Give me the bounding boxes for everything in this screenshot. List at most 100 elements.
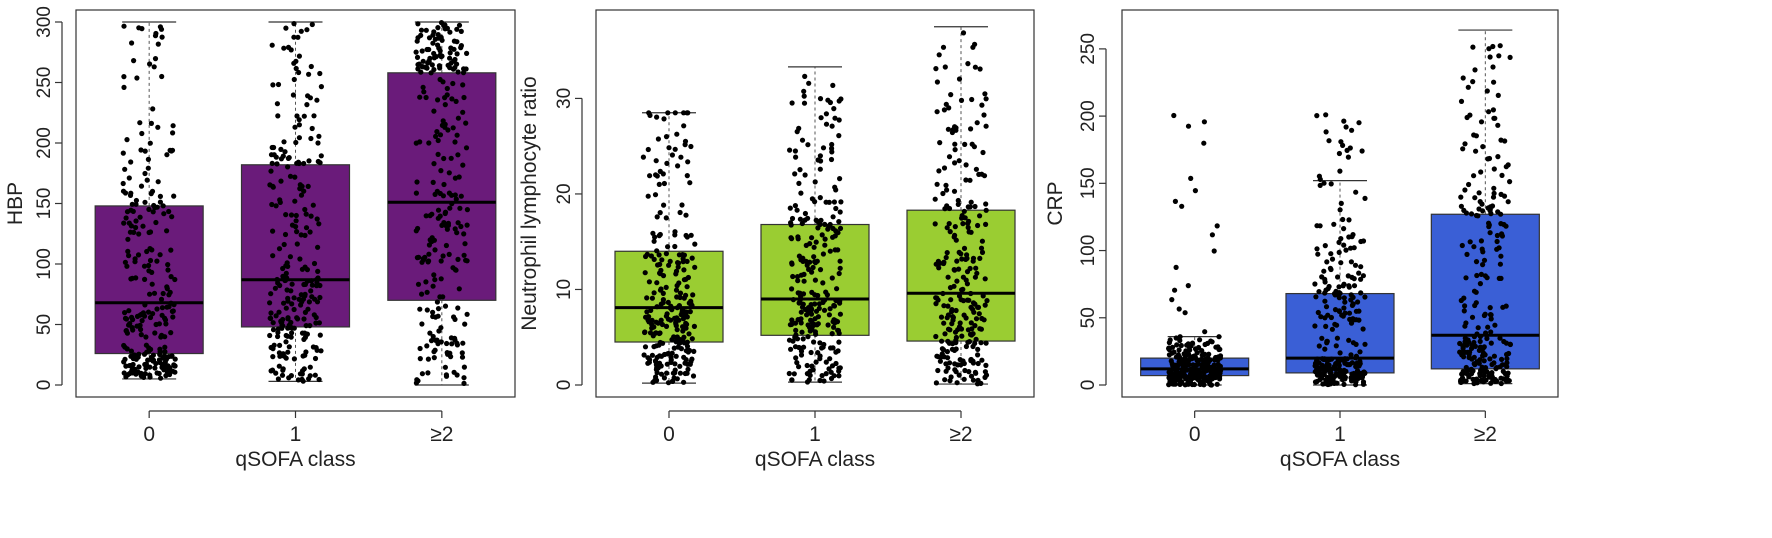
data-point: [789, 317, 795, 323]
data-point: [673, 319, 679, 325]
data-point: [1358, 264, 1364, 270]
data-point: [153, 219, 159, 226]
data-point: [459, 350, 465, 356]
data-point: [1498, 275, 1504, 281]
data-point: [983, 201, 989, 207]
data-point: [681, 379, 687, 385]
data-point: [157, 199, 163, 205]
data-point: [419, 371, 425, 377]
data-point: [308, 135, 314, 142]
data-point: [288, 47, 294, 53]
data-point: [1208, 382, 1214, 388]
data-point: [822, 221, 828, 227]
data-point: [442, 102, 448, 108]
data-point: [294, 315, 300, 321]
data-point: [689, 255, 695, 261]
data-point: [463, 257, 469, 263]
data-point: [686, 331, 692, 337]
data-point: [828, 156, 835, 163]
data-point: [831, 106, 837, 112]
data-point: [789, 286, 795, 292]
data-point: [790, 297, 797, 303]
data-point: [121, 220, 127, 226]
data-point: [150, 352, 156, 358]
data-point: [970, 331, 976, 337]
data-point: [1486, 155, 1493, 162]
data-point: [1340, 216, 1346, 223]
data-point: [296, 122, 302, 128]
data-point: [939, 346, 946, 352]
data-point: [959, 256, 965, 262]
data-point: [1337, 350, 1343, 356]
data-point: [430, 179, 436, 185]
data-point: [684, 339, 691, 345]
data-point: [147, 246, 153, 252]
data-point: [1328, 181, 1334, 187]
data-point: [972, 323, 978, 329]
data-point: [642, 270, 648, 276]
data-point: [833, 205, 839, 212]
data-point: [294, 160, 300, 166]
data-point: [681, 354, 687, 360]
data-point: [977, 326, 983, 332]
data-point: [944, 203, 950, 209]
data-point: [435, 97, 441, 103]
data-point: [315, 268, 321, 274]
data-point: [301, 366, 307, 372]
data-point: [815, 157, 821, 163]
outlier-point: [1171, 112, 1177, 119]
data-point: [936, 168, 942, 174]
data-point: [983, 362, 989, 368]
outlier-point: [1201, 119, 1207, 125]
data-point: [137, 120, 143, 126]
data-point: [1473, 376, 1480, 382]
data-point: [165, 262, 171, 268]
data-point: [789, 236, 795, 242]
data-point: [952, 147, 958, 153]
data-point: [983, 221, 989, 227]
data-point: [947, 327, 953, 333]
data-point: [161, 211, 167, 217]
data-point: [1176, 359, 1182, 365]
data-point: [438, 168, 444, 174]
data-point: [938, 314, 945, 320]
data-point: [413, 190, 419, 196]
data-point: [279, 372, 286, 378]
data-point: [268, 315, 274, 321]
data-point: [451, 314, 457, 320]
data-point: [682, 142, 688, 148]
data-point: [427, 213, 433, 219]
data-point: [430, 40, 436, 46]
data-point: [305, 183, 311, 189]
data-point: [973, 316, 980, 322]
data-point: [421, 89, 427, 95]
data-point: [1213, 344, 1219, 350]
data-point: [1500, 304, 1506, 310]
data-point: [968, 229, 974, 235]
data-point: [1486, 46, 1492, 52]
data-point: [1338, 260, 1344, 266]
data-point: [792, 171, 798, 177]
data-point: [282, 274, 288, 280]
data-point: [684, 370, 690, 376]
data-point: [460, 109, 466, 115]
data-point: [292, 198, 298, 204]
data-point: [278, 178, 284, 184]
x-tick-label: 0: [663, 423, 675, 446]
data-point: [428, 338, 435, 344]
data-point: [297, 186, 303, 192]
data-point: [1345, 273, 1351, 279]
data-point: [461, 375, 467, 381]
data-point: [970, 377, 977, 383]
jitter-points: [640, 30, 990, 387]
outlier-point: [1188, 175, 1194, 181]
data-point: [684, 343, 691, 349]
data-point: [301, 316, 307, 322]
data-point: [453, 267, 459, 273]
data-point: [313, 320, 319, 326]
plot-frame: [75, 9, 516, 398]
data-point: [1169, 350, 1175, 356]
data-point: [1169, 344, 1176, 350]
data-point: [298, 192, 305, 198]
